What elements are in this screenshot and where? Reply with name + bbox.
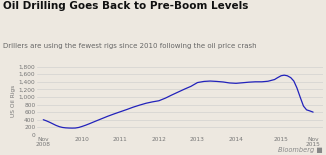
Text: Bloomberg ■: Bloomberg ■ (278, 147, 323, 153)
Y-axis label: US Oil Rigs: US Oil Rigs (11, 85, 16, 117)
Text: Drillers are using the fewest rigs since 2010 following the oil price crash: Drillers are using the fewest rigs since… (3, 43, 257, 49)
Text: Oil Drilling Goes Back to Pre-Boom Levels: Oil Drilling Goes Back to Pre-Boom Level… (3, 1, 249, 11)
